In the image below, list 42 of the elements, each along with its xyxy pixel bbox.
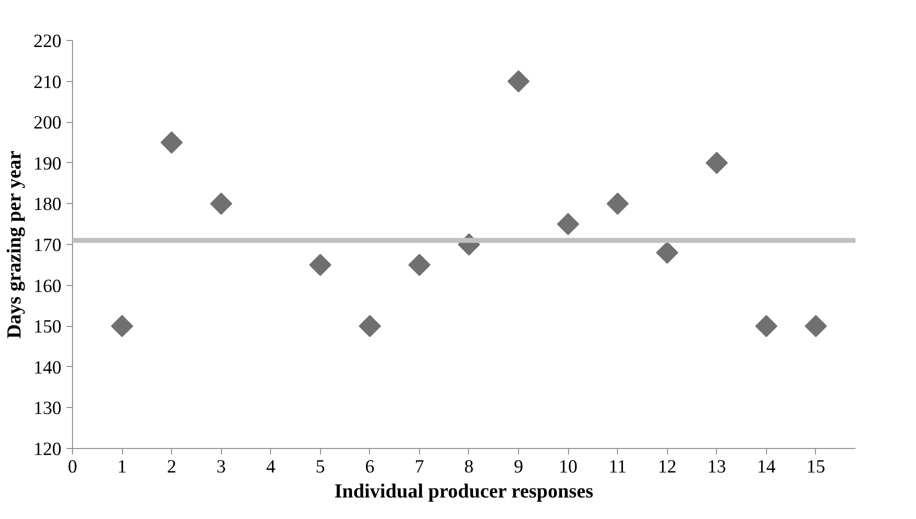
point <box>358 314 381 338</box>
point <box>755 314 778 338</box>
y-tick-label: 210 <box>34 72 62 93</box>
point <box>507 70 530 92</box>
x-tick-label: 2 <box>166 456 176 478</box>
x-tick-label: 5 <box>316 456 325 478</box>
x-tick-label: 1 <box>117 456 127 478</box>
point <box>706 152 728 174</box>
y-tick-label: 160 <box>34 276 62 297</box>
point <box>606 192 629 215</box>
y-tick-label: 180 <box>34 194 62 216</box>
point <box>160 131 183 154</box>
x-tick-label: 3 <box>216 456 226 478</box>
x-tick-label: 0 <box>68 456 78 478</box>
x-tick-label: 9 <box>514 456 524 478</box>
point <box>110 314 134 338</box>
x-tick-label: 15 <box>806 456 826 478</box>
x-tick-label: 7 <box>414 456 424 478</box>
point <box>804 314 827 338</box>
y-tick-label: 130 <box>34 398 62 420</box>
x-tick-label: 11 <box>608 456 627 478</box>
y-tick-label: 190 <box>34 153 62 174</box>
point <box>556 212 580 236</box>
x-tick-label: 6 <box>365 456 375 478</box>
x-tick-label: 14 <box>756 456 776 478</box>
point <box>408 254 431 276</box>
x-tick-label: 10 <box>558 456 578 478</box>
y-tick-label: 120 <box>34 439 62 460</box>
y-tick-label: 220 <box>34 31 62 52</box>
x-tick-label: 8 <box>464 456 474 478</box>
point <box>210 192 232 215</box>
point <box>309 254 332 276</box>
y-tick-label: 200 <box>34 112 62 134</box>
y-axis-title: Days grazing per year <box>4 150 26 339</box>
x-tick-label: 13 <box>707 456 726 478</box>
y-tick-label: 150 <box>34 316 62 338</box>
x-tick-label: 4 <box>266 456 276 478</box>
x-tick-label: 12 <box>658 456 677 478</box>
x-axis-title: Individual producer responses <box>334 480 594 502</box>
y-tick-label: 170 <box>34 235 62 256</box>
point <box>656 242 678 264</box>
y-tick-label: 140 <box>34 357 62 378</box>
